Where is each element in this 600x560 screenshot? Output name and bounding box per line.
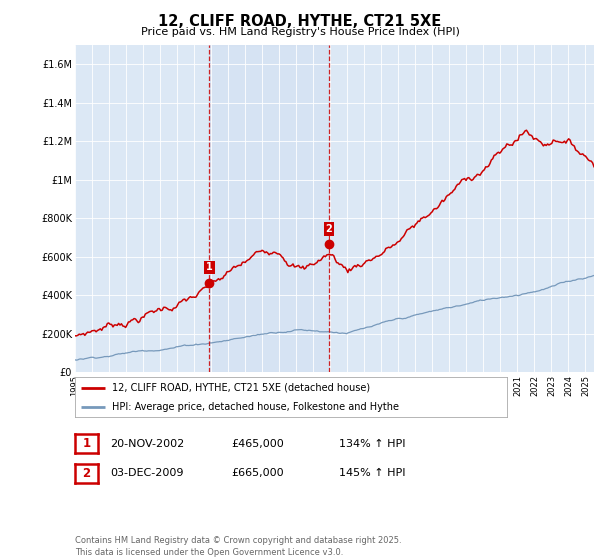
Text: 134% ↑ HPI: 134% ↑ HPI: [339, 438, 406, 449]
Bar: [209, 45, 329, 372]
Text: £665,000: £665,000: [231, 468, 284, 478]
Text: HPI: Average price, detached house, Folkestone and Hythe: HPI: Average price, detached house, Folk…: [112, 402, 399, 412]
Text: 12, CLIFF ROAD, HYTHE, CT21 5XE: 12, CLIFF ROAD, HYTHE, CT21 5XE: [158, 14, 442, 29]
Text: Price paid vs. HM Land Registry's House Price Index (HPI): Price paid vs. HM Land Registry's House …: [140, 27, 460, 37]
Text: 20-NOV-2002: 20-NOV-2002: [110, 438, 184, 449]
Text: 1: 1: [82, 437, 91, 450]
Text: 12, CLIFF ROAD, HYTHE, CT21 5XE (detached house): 12, CLIFF ROAD, HYTHE, CT21 5XE (detache…: [112, 383, 370, 393]
Text: 1: 1: [206, 263, 213, 272]
Text: £465,000: £465,000: [231, 438, 284, 449]
Text: 2: 2: [82, 466, 91, 480]
Text: 03-DEC-2009: 03-DEC-2009: [110, 468, 184, 478]
Text: Contains HM Land Registry data © Crown copyright and database right 2025.
This d: Contains HM Land Registry data © Crown c…: [75, 536, 401, 557]
Text: 145% ↑ HPI: 145% ↑ HPI: [339, 468, 406, 478]
Text: 2: 2: [326, 224, 332, 234]
